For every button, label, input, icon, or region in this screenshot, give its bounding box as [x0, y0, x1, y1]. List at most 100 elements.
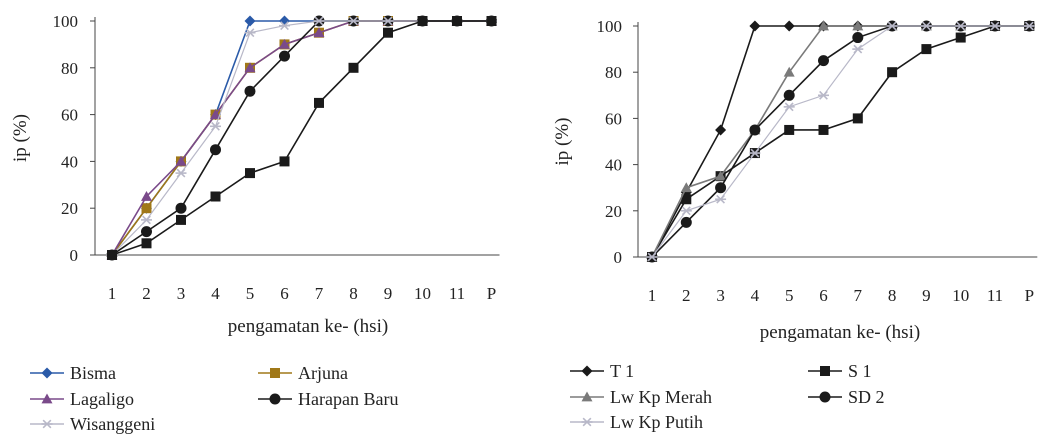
data-point	[175, 202, 187, 214]
data-point	[417, 16, 428, 26]
legend-swatch-marker	[581, 417, 593, 427]
series-harapan-baru	[106, 15, 497, 261]
x-tick-label: 9	[922, 286, 931, 305]
data-point	[783, 89, 795, 101]
data-point	[887, 67, 898, 78]
x-tick-label: 3	[177, 284, 186, 303]
data-point	[313, 27, 325, 38]
data-point-stroke	[853, 44, 863, 54]
data-point	[955, 21, 967, 31]
data-point	[176, 214, 186, 225]
x-tick-label: 10	[952, 286, 969, 305]
data-point	[680, 206, 692, 216]
x-tick-label: 2	[142, 284, 151, 303]
legend-label: Lagaligo	[70, 389, 134, 409]
data-point	[244, 85, 256, 97]
x-tick-label: 11	[987, 286, 1003, 305]
data-point	[818, 55, 829, 67]
legend-item: Lw Kp Putih	[570, 412, 703, 432]
series-bisma	[106, 15, 497, 261]
data-point	[175, 155, 187, 166]
y-tick-label: 40	[61, 152, 78, 171]
x-tick-label: P	[1025, 286, 1034, 305]
data-point	[486, 16, 497, 26]
data-point-stroke	[314, 16, 324, 26]
data-point	[783, 20, 795, 32]
data-point	[279, 50, 290, 62]
series-t-1	[646, 20, 1035, 263]
data-point-stroke	[142, 215, 151, 225]
x-tick-label: 2	[682, 286, 691, 305]
x-tick-label: P	[487, 284, 496, 303]
series-lw-kp-merah	[646, 20, 1035, 262]
data-point-stroke	[1024, 21, 1034, 31]
x-tick-label: 8	[349, 284, 358, 303]
data-point	[348, 62, 359, 73]
x-tick-label: 6	[819, 286, 828, 305]
x-tick-label: 7	[854, 286, 863, 305]
y-tick-label: 20	[61, 199, 78, 218]
legend-item: Lw Kp Merah	[570, 387, 712, 407]
data-point	[279, 21, 290, 31]
legend-label: Arjuna	[298, 363, 348, 383]
series-line	[111, 20, 492, 256]
data-point-stroke	[716, 194, 726, 204]
data-point	[749, 20, 761, 32]
x-tick-label: 8	[888, 286, 897, 305]
data-point	[715, 170, 727, 181]
data-point	[244, 28, 256, 38]
data-point	[313, 16, 325, 26]
legend-item: Lagaligo	[30, 389, 134, 409]
data-point	[886, 21, 898, 31]
x-tick-label: 5	[785, 286, 794, 305]
y-tick-label: 40	[605, 156, 622, 175]
data-point-stroke	[647, 252, 657, 262]
data-point	[314, 97, 324, 108]
data-point	[244, 62, 256, 73]
data-point	[383, 27, 393, 38]
data-point-stroke	[990, 21, 1000, 31]
series-line	[651, 25, 1030, 258]
data-point	[989, 21, 1001, 31]
series-line	[651, 25, 1030, 258]
legend-swatch-marker	[41, 393, 53, 404]
legend-label: Lw Kp Merah	[610, 387, 712, 407]
data-point	[852, 44, 864, 54]
x-tick-label: 7	[315, 284, 324, 303]
legend-swatch-marker	[819, 391, 831, 403]
data-point-stroke	[280, 21, 289, 31]
data-point-stroke	[750, 148, 760, 158]
series-sd-2	[646, 20, 1035, 263]
series-unnamed-5	[107, 16, 497, 260]
x-tick-label: 11	[449, 284, 465, 303]
legend-swatch-marker	[581, 391, 593, 402]
y-axis-title: ip (%)	[10, 114, 31, 162]
x-tick-label: 6	[280, 284, 289, 303]
y-tick-label: 60	[61, 106, 78, 125]
data-point	[680, 182, 692, 193]
series-lagaligo	[106, 15, 497, 260]
series-line	[111, 20, 492, 256]
legend-swatch-marker	[581, 365, 593, 377]
data-point	[783, 66, 795, 77]
series-line	[111, 20, 492, 256]
x-tick-label: 4	[211, 284, 220, 303]
data-point	[818, 20, 829, 31]
series-line	[111, 20, 492, 256]
data-point	[749, 124, 761, 136]
data-point	[955, 32, 966, 43]
data-point	[141, 238, 152, 249]
data-point	[279, 38, 290, 49]
data-point	[852, 20, 864, 31]
x-tick-label: 9	[384, 284, 393, 303]
data-point	[244, 15, 256, 27]
data-point	[210, 144, 221, 156]
series-line	[111, 20, 492, 256]
data-point	[210, 191, 221, 202]
series-line	[111, 20, 492, 256]
series-s-1	[647, 21, 1035, 262]
series-line	[651, 25, 1030, 258]
data-point-stroke	[245, 28, 255, 38]
